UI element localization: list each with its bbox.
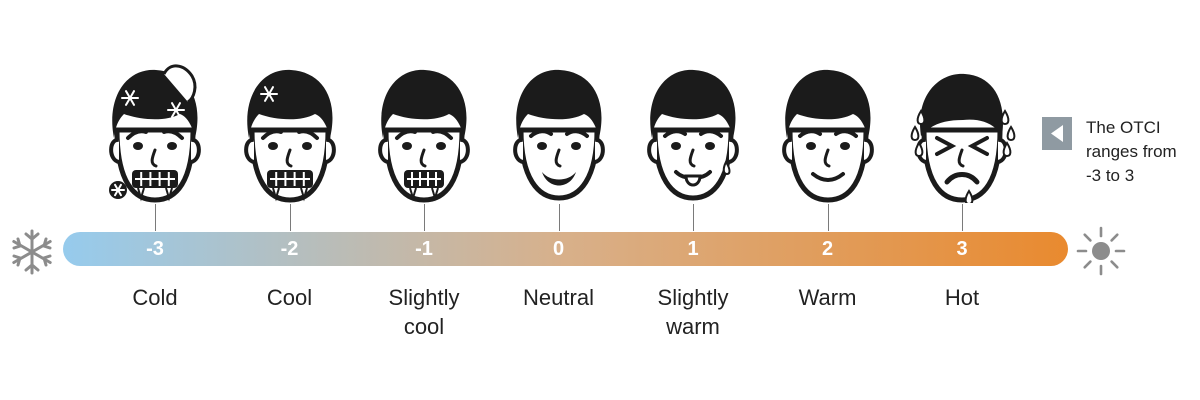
slightly-warm-face-icon bbox=[638, 58, 748, 203]
scale-label: Slightly warm bbox=[623, 283, 763, 341]
cool-face-icon bbox=[235, 58, 345, 203]
scale-tick bbox=[155, 204, 156, 231]
scale-value: 3 bbox=[956, 238, 968, 260]
cold-face-icon bbox=[100, 58, 210, 203]
sun-icon bbox=[1075, 225, 1127, 277]
hot-face-icon bbox=[907, 58, 1017, 203]
slightly-cool-face-icon bbox=[369, 58, 479, 203]
scale-tick bbox=[693, 204, 694, 231]
scale-value: 0 bbox=[552, 238, 565, 260]
note-line: ranges from bbox=[1086, 142, 1177, 161]
scale-value: 2 bbox=[821, 238, 834, 260]
triangle-left-icon bbox=[1042, 117, 1072, 150]
scale-label: Warm bbox=[758, 283, 898, 312]
scale-label: Slightly cool bbox=[354, 283, 494, 341]
scale-value: 1 bbox=[687, 238, 699, 260]
scale-label: Hot bbox=[892, 283, 1032, 312]
note-line: -3 to 3 bbox=[1086, 166, 1135, 185]
scale-value: -2 bbox=[280, 238, 299, 260]
otci-range-note: The OTCI ranges from -3 to 3 bbox=[1086, 116, 1198, 188]
scale-label-line: Hot bbox=[944, 285, 980, 310]
scale-label-line: cool bbox=[403, 314, 445, 339]
warm-face-icon bbox=[773, 58, 883, 203]
note-line: The OTCI bbox=[1086, 118, 1161, 137]
scale-tick bbox=[424, 204, 425, 231]
scale-label-line: Cold bbox=[132, 285, 178, 310]
scale-label-line: Warm bbox=[798, 285, 857, 310]
scale-label-line: warm bbox=[666, 314, 720, 339]
scale-label-line: Slightly bbox=[657, 285, 729, 310]
scale-tick bbox=[558, 204, 560, 231]
scale-label-line: Cool bbox=[266, 285, 313, 310]
scale-label-line: Slightly bbox=[388, 285, 460, 310]
scale-tick bbox=[289, 204, 291, 231]
scale-value: -3 bbox=[146, 238, 164, 260]
scale-label-line: Neutral bbox=[523, 285, 594, 310]
neutral-face-icon bbox=[504, 58, 614, 203]
scale-value: -1 bbox=[415, 238, 433, 260]
scale-tick bbox=[827, 204, 829, 231]
snowflake-icon bbox=[8, 228, 56, 276]
scale-label: Neutral bbox=[489, 283, 629, 312]
scale-label: Cool bbox=[220, 283, 360, 312]
scale-tick bbox=[962, 204, 963, 231]
scale-label: Cold bbox=[85, 283, 225, 312]
otci-gradient-bar bbox=[63, 232, 1068, 266]
